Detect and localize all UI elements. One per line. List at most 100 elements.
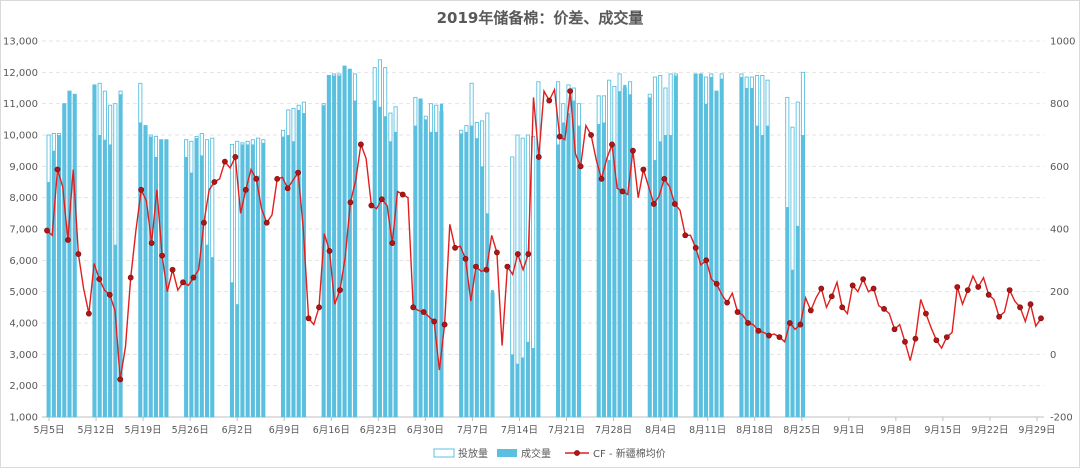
series-成交量 [47, 66, 805, 418]
price-point [703, 257, 710, 264]
price-point [504, 263, 511, 270]
price-point [588, 132, 594, 138]
price-point [221, 158, 228, 165]
price-point [661, 175, 668, 182]
x-tick-label: 8月11日 [689, 425, 726, 436]
bar-成交量 [332, 75, 336, 417]
price-point [535, 154, 542, 160]
price-point [431, 318, 438, 325]
price-point [766, 332, 772, 339]
left-tick-label: 9,000 [9, 162, 38, 173]
legend-swatch-marker [574, 450, 580, 456]
left-tick-label: 5,000 [9, 287, 38, 298]
left-tick-label: 8,000 [9, 193, 38, 204]
bar-成交量 [490, 290, 495, 417]
price-point [713, 280, 720, 287]
bar-成交量 [475, 138, 479, 417]
legend-label: 成交量 [521, 447, 551, 460]
bar-成交量 [291, 141, 296, 417]
price-point [65, 237, 71, 243]
bar-成交量 [353, 100, 357, 418]
price-point [734, 309, 741, 315]
price-point [881, 305, 887, 312]
right-tick-label: 200 [1050, 287, 1069, 298]
left-axis: 1,000 2,000 3,000 4,000 5,000 6,000 7,000 8,000… [3, 37, 38, 424]
bar-成交量 [556, 144, 560, 417]
price-point [410, 304, 417, 311]
bar-成交量 [154, 156, 158, 417]
bar-成交量 [297, 109, 301, 417]
x-tick-label: 9月8日 [880, 425, 911, 436]
bar-成交量 [103, 139, 107, 417]
x-tick-label: 6月30日 [407, 425, 444, 436]
bar-成交量 [159, 139, 163, 417]
price-point [692, 244, 699, 251]
left-tick-label: 12,000 [3, 68, 38, 79]
bar-成交量 [531, 348, 535, 417]
price-point [96, 276, 103, 283]
price-point [274, 175, 281, 182]
x-tick-label: 5月12日 [77, 425, 114, 436]
bar-成交量 [750, 88, 754, 417]
price-point [943, 334, 950, 340]
x-tick-label: 7月28日 [595, 425, 632, 436]
bar-成交量 [302, 113, 306, 418]
price-point [807, 307, 814, 314]
price-point [190, 274, 197, 281]
bar-成交量 [658, 141, 662, 417]
legend-swatch-投放量 [433, 448, 455, 458]
price-point [975, 284, 982, 290]
bar-成交量 [607, 160, 611, 418]
price-point [567, 88, 574, 95]
price-point [347, 199, 354, 206]
left-tick-label: 10,000 [3, 131, 38, 142]
bar-成交量 [62, 103, 66, 418]
left-tick-label: 1,000 [9, 413, 38, 424]
price-point [284, 185, 291, 192]
price-point [159, 252, 165, 259]
price-point [357, 141, 364, 148]
price-point [1006, 287, 1013, 293]
bar-成交量 [602, 122, 606, 417]
left-tick-label: 4,000 [9, 319, 38, 330]
price-point [127, 274, 134, 281]
bar-成交量 [663, 135, 668, 417]
bar-成交量 [669, 135, 673, 417]
price-point [671, 201, 678, 207]
bar-成交量 [322, 105, 326, 417]
x-tick-label: 7月14日 [501, 425, 538, 436]
x-tick-label: 9月15日 [924, 425, 961, 436]
bar-成交量 [709, 77, 713, 418]
bar-成交量 [612, 144, 616, 417]
bar-成交量 [205, 244, 209, 417]
price-point [1027, 301, 1034, 308]
legend: 投放量 成交量 CF - 新疆棉均价 [433, 447, 666, 460]
bar-成交量 [118, 94, 123, 418]
x-tick-label: 8月4日 [645, 425, 676, 436]
price-point [682, 232, 689, 239]
price-point [378, 196, 385, 203]
bar-成交量 [429, 131, 433, 417]
bar-成交量 [617, 91, 622, 417]
bar-成交量 [418, 98, 423, 417]
bar-成交量 [765, 125, 770, 417]
price-point [85, 310, 92, 317]
left-tick-label: 11,000 [3, 99, 38, 110]
bar-成交量 [434, 131, 438, 417]
price-point [54, 166, 61, 173]
bar-成交量 [577, 125, 581, 417]
price-point [326, 248, 333, 254]
price-point [242, 186, 249, 193]
bar-成交量 [235, 304, 239, 417]
price-point [786, 320, 793, 326]
bar-成交量 [755, 125, 759, 417]
bar-成交量 [394, 131, 398, 417]
price-point [828, 293, 835, 300]
bar-成交量 [561, 122, 565, 417]
price-point [640, 166, 647, 173]
bar-成交量 [251, 144, 255, 417]
bar-成交量 [623, 84, 627, 417]
legend-label: CF - 新疆棉均价 [593, 447, 666, 460]
bar-成交量 [566, 113, 571, 418]
